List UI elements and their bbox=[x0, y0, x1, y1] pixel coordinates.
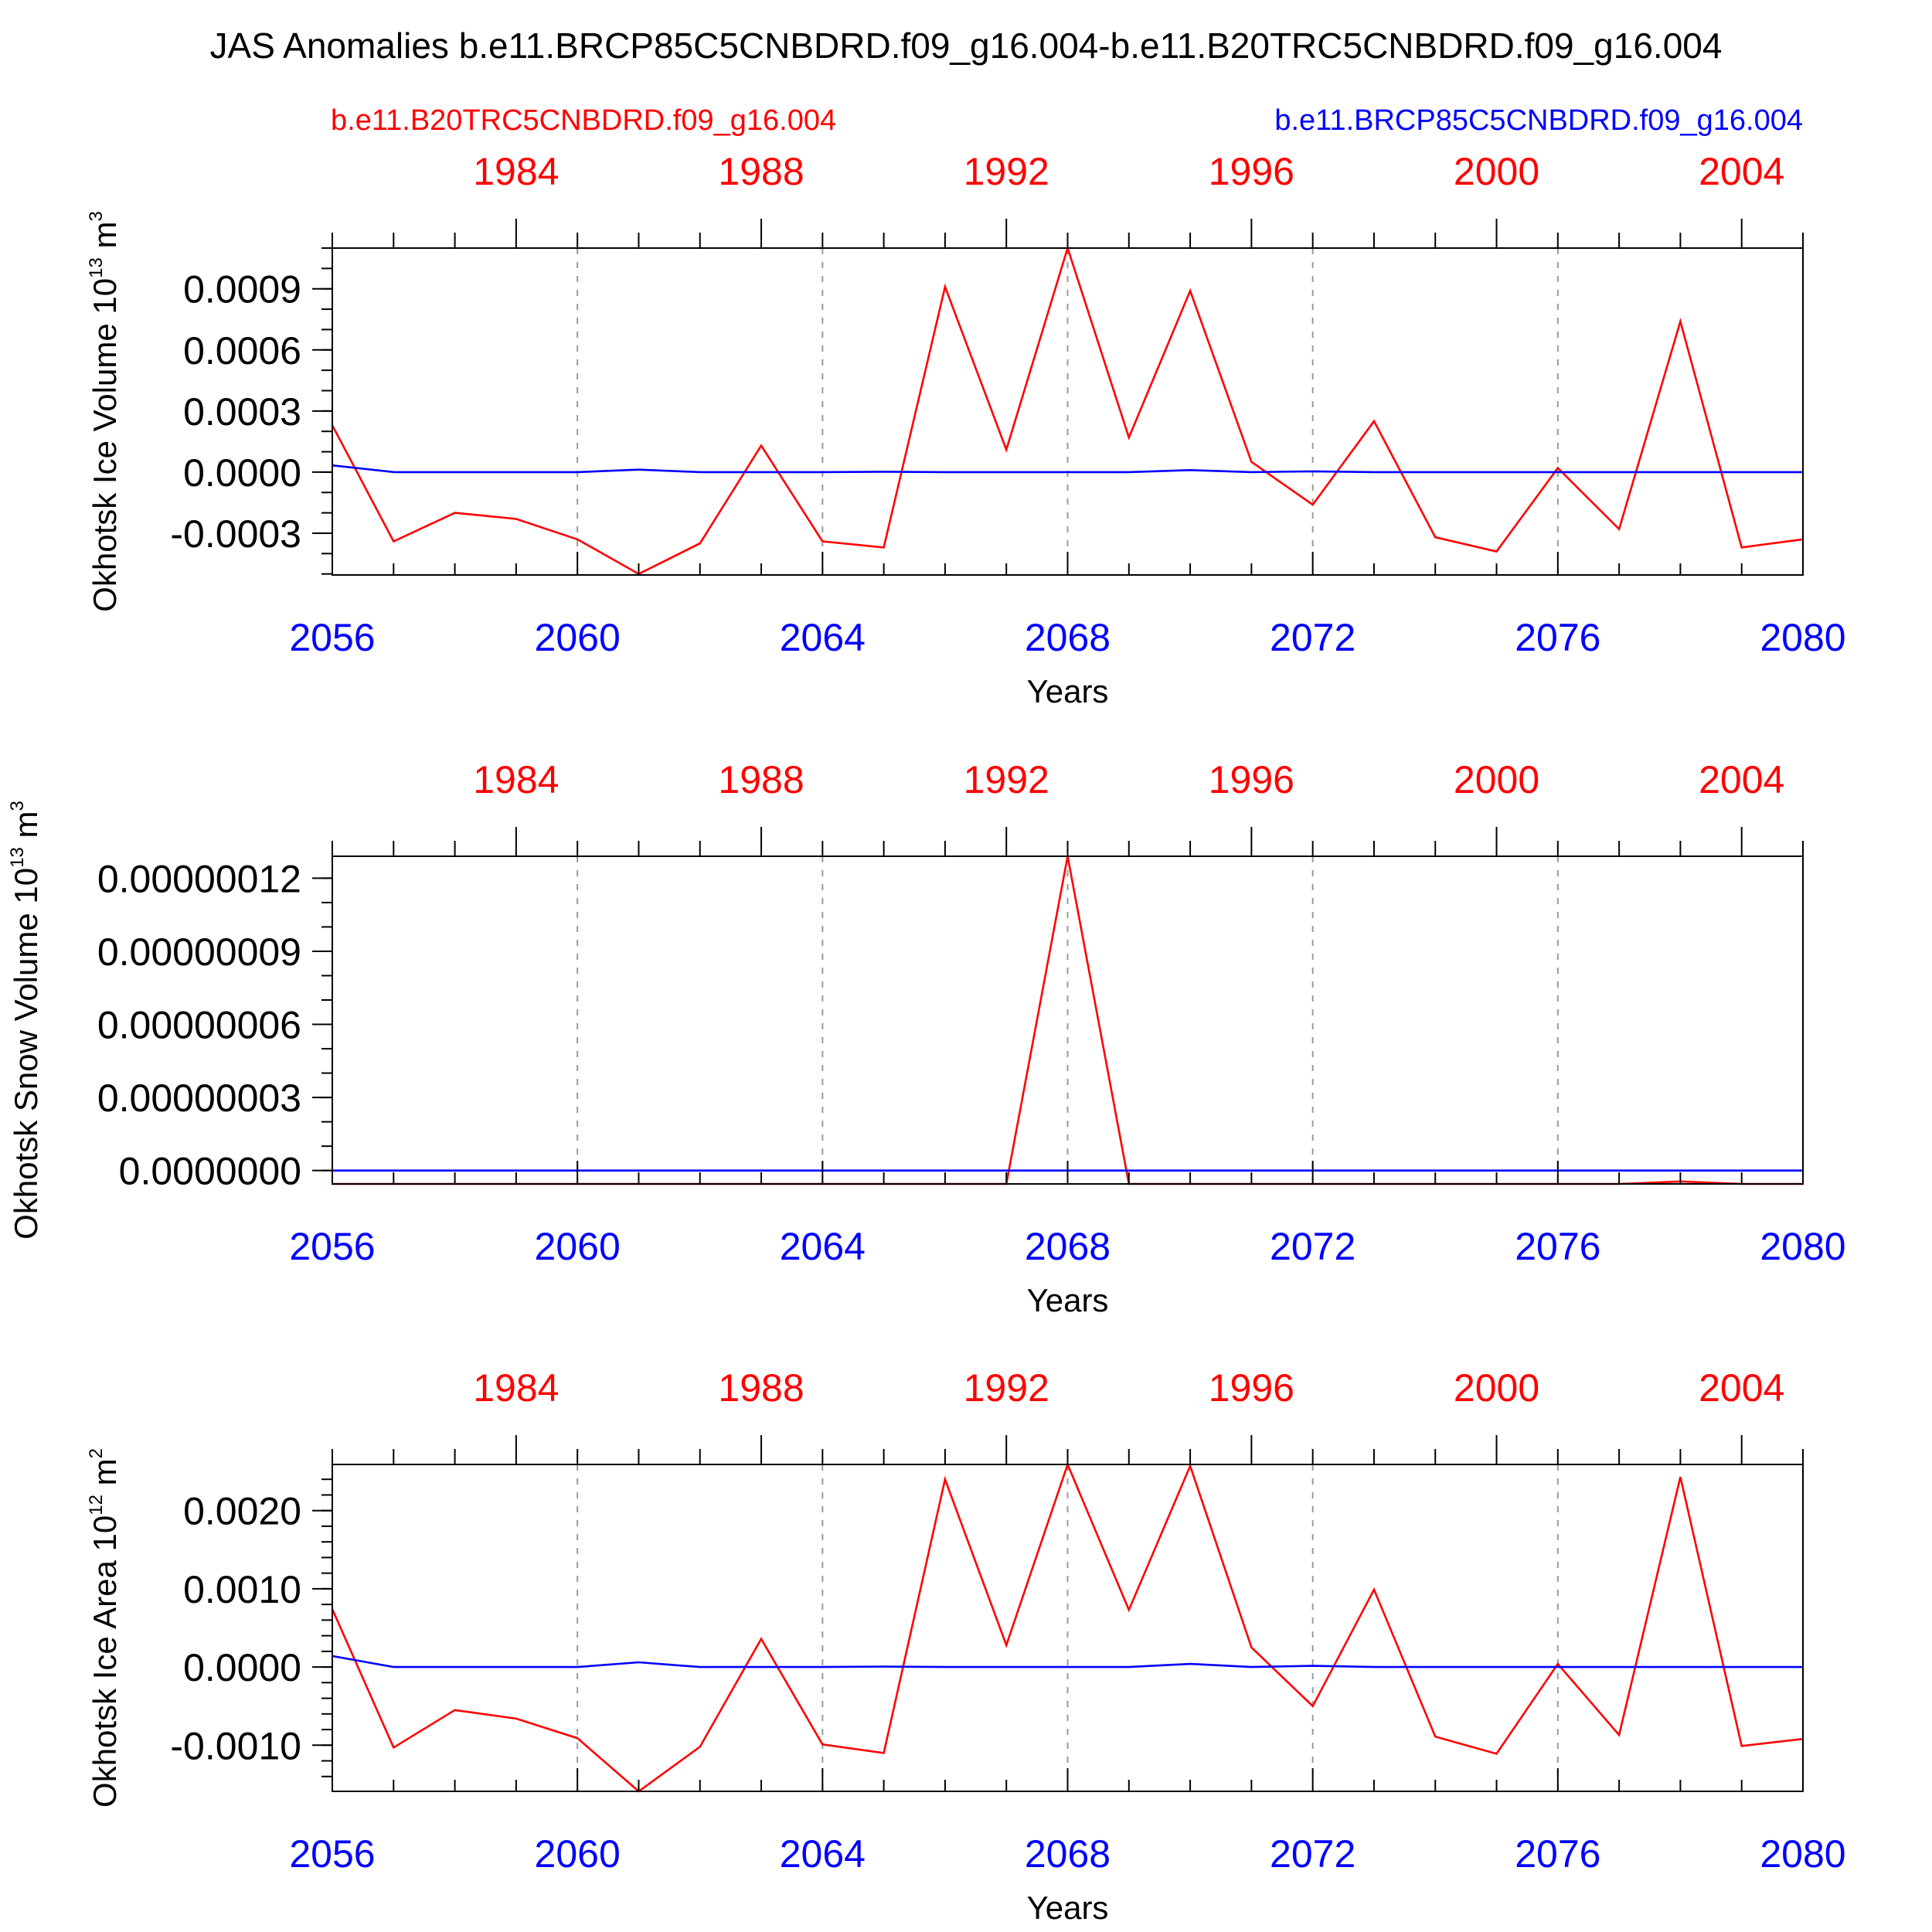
y-tick-label: 0.0000000 bbox=[119, 1150, 301, 1193]
top-tick-label: 1988 bbox=[718, 758, 804, 801]
page-title: JAS Anomalies b.e11.BRCP85C5CNBDRD.f09_g… bbox=[210, 26, 1723, 66]
y-axis-title: Okhotsk Snow Volume 1013 m3 bbox=[7, 801, 44, 1240]
legend-historical: b.e11.B20TRC5CNBDRD.f09_g16.004 bbox=[331, 104, 836, 137]
x-tick-label: 2060 bbox=[535, 1832, 621, 1876]
x-tick-label: 2068 bbox=[1025, 1832, 1111, 1876]
x-tick-label: 2076 bbox=[1515, 1225, 1600, 1268]
x-tick-label: 2060 bbox=[535, 1225, 621, 1268]
x-tick-label: 2072 bbox=[1270, 1832, 1355, 1876]
top-tick-label: 2004 bbox=[1699, 150, 1784, 193]
top-tick-label: 1996 bbox=[1209, 150, 1294, 193]
top-tick-label: 1988 bbox=[718, 150, 804, 193]
top-tick-label: 1996 bbox=[1209, 1366, 1294, 1410]
x-tick-label: 2064 bbox=[780, 616, 866, 659]
x-axis-title: Years bbox=[1027, 673, 1109, 709]
y-axis-title: Okhotsk Ice Volume 1013 m3 bbox=[86, 211, 123, 612]
x-axis-title: Years bbox=[1027, 1889, 1109, 1926]
y-tick-label: 0.0010 bbox=[183, 1568, 301, 1611]
series-line-historical bbox=[331, 1461, 1804, 1793]
x-tick-label: 2072 bbox=[1270, 616, 1355, 659]
top-tick-label: 1992 bbox=[964, 1366, 1049, 1410]
top-tick-label: 1984 bbox=[473, 150, 559, 193]
plot-frame bbox=[332, 247, 1804, 576]
series-line-rcp85 bbox=[332, 464, 1803, 474]
top-tick-label: 2000 bbox=[1454, 150, 1539, 193]
x-tick-label: 2064 bbox=[780, 1832, 866, 1876]
y-axis-title: Okhotsk Ice Area 1012 m2 bbox=[86, 1448, 123, 1808]
top-tick-label: 1996 bbox=[1209, 758, 1294, 801]
top-tick-label: 2000 bbox=[1454, 758, 1539, 801]
x-tick-label: 2068 bbox=[1025, 1225, 1111, 1268]
x-tick-label: 2056 bbox=[289, 1832, 375, 1876]
x-axis-title: Years bbox=[1027, 1282, 1109, 1318]
top-tick-label: 2004 bbox=[1699, 1366, 1784, 1410]
x-tick-label: 2076 bbox=[1515, 1832, 1600, 1876]
top-tick-label: 1984 bbox=[473, 1366, 559, 1410]
plot-frame bbox=[332, 1464, 1804, 1792]
y-tick-label: 0.0009 bbox=[183, 268, 301, 311]
x-tick-label: 2080 bbox=[1760, 616, 1845, 659]
x-tick-label: 2076 bbox=[1515, 616, 1600, 659]
panels: -0.0003 0.0000 0.0003 0.0006 0.0009 2056 2060 2… bbox=[7, 150, 1846, 1926]
y-tick-label: 0.0000 bbox=[183, 451, 301, 495]
x-tick-label: 2056 bbox=[289, 616, 375, 659]
x-tick-label: 2080 bbox=[1760, 1832, 1845, 1876]
y-tick-label: 0.00000006 bbox=[97, 1004, 301, 1047]
chart-ice-volume: -0.0003 0.0000 0.0003 0.0006 0.0009 2056 2060 2… bbox=[86, 150, 1846, 709]
chart-ice-area: -0.0010 0.0000 0.0010 0.0020 2056 2060 2064 206… bbox=[86, 1366, 1846, 1926]
top-tick-label: 1992 bbox=[964, 758, 1049, 801]
top-tick-label: 2000 bbox=[1454, 1366, 1539, 1410]
y-tick-label: 0.0000 bbox=[183, 1646, 301, 1689]
x-tick-label: 2064 bbox=[780, 1225, 866, 1268]
top-tick-label: 1992 bbox=[964, 150, 1049, 193]
y-tick-label: 0.00000003 bbox=[97, 1077, 301, 1120]
top-tick-label: 1984 bbox=[473, 758, 559, 801]
chart-snow-volume: 0.0000000 0.00000003 0.00000006 0.00000009 0… bbox=[7, 758, 1846, 1318]
top-tick-label: 2004 bbox=[1699, 758, 1784, 801]
y-tick-label: 0.0020 bbox=[183, 1490, 301, 1533]
series-line-historical bbox=[331, 244, 1804, 576]
y-tick-label: 0.0003 bbox=[183, 390, 301, 434]
legend-rcp85: b.e11.BRCP85C5CNBDRD.f09_g16.004 bbox=[1274, 104, 1803, 137]
series-line-rcp85 bbox=[332, 1655, 1803, 1668]
x-tick-label: 2080 bbox=[1760, 1225, 1845, 1268]
y-tick-label: 0.00000012 bbox=[97, 857, 301, 900]
top-tick-label: 1988 bbox=[718, 1366, 804, 1410]
y-tick-label: -0.0010 bbox=[170, 1724, 301, 1767]
x-tick-label: 2056 bbox=[289, 1225, 375, 1268]
x-tick-label: 2068 bbox=[1025, 616, 1111, 659]
x-tick-label: 2060 bbox=[535, 616, 621, 659]
y-tick-label: 0.0006 bbox=[183, 329, 301, 372]
x-tick-label: 2072 bbox=[1270, 1225, 1355, 1268]
y-tick-label: -0.0003 bbox=[170, 512, 301, 556]
y-tick-label: 0.00000009 bbox=[97, 930, 301, 974]
